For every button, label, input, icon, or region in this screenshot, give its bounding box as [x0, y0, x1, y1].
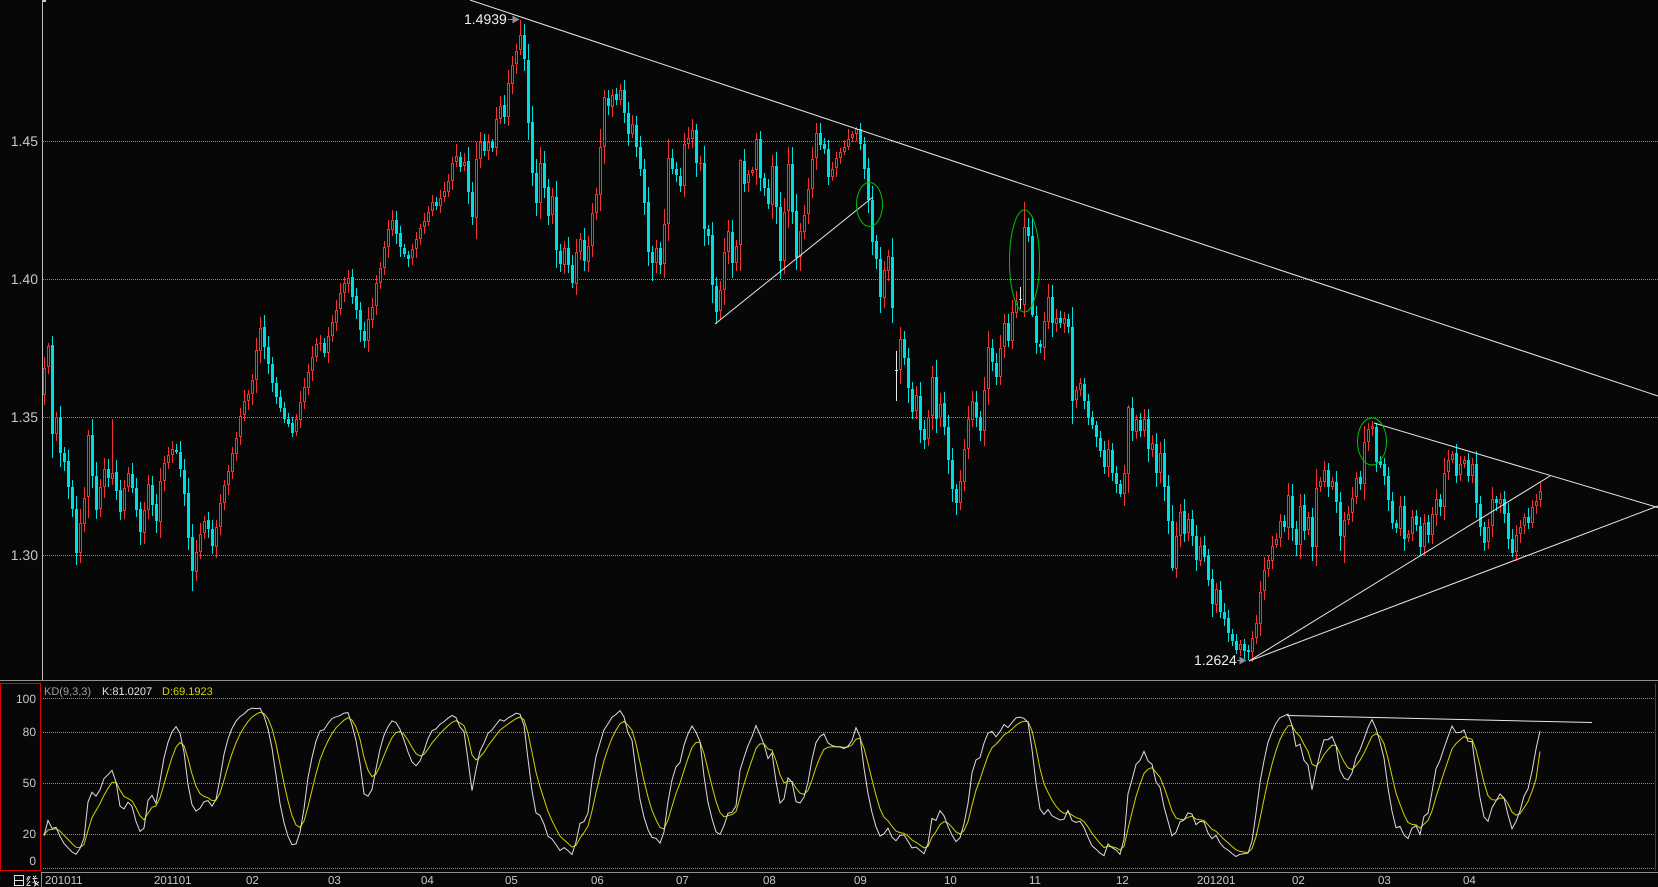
svg-text:201101: 201101: [154, 875, 192, 887]
svg-text:1.2624: 1.2624: [1194, 652, 1237, 668]
svg-text:03: 03: [1378, 875, 1391, 887]
svg-text:11: 11: [1029, 875, 1041, 887]
svg-text:80: 80: [23, 725, 37, 739]
svg-text:04: 04: [421, 875, 434, 887]
svg-text:1.40: 1.40: [11, 271, 38, 287]
svg-text:20: 20: [23, 827, 37, 841]
svg-text:0: 0: [29, 854, 36, 868]
svg-text:09: 09: [854, 875, 867, 887]
svg-text:1.30: 1.30: [11, 547, 38, 563]
svg-text:D:69.1923: D:69.1923: [162, 686, 213, 698]
svg-text:06: 06: [591, 875, 604, 887]
svg-text:KD(9,3,3): KD(9,3,3): [44, 686, 91, 698]
svg-text:201011: 201011: [45, 875, 83, 887]
svg-text:12: 12: [1116, 875, 1129, 887]
svg-text:1.35: 1.35: [11, 409, 38, 425]
svg-text:07: 07: [676, 875, 689, 887]
svg-text:08: 08: [763, 875, 776, 887]
svg-text:02: 02: [246, 875, 259, 887]
svg-text:K:81.0207: K:81.0207: [102, 686, 152, 698]
svg-text:04: 04: [1463, 875, 1476, 887]
svg-text:02: 02: [1292, 875, 1305, 887]
svg-text:50: 50: [23, 776, 37, 790]
svg-text:201201: 201201: [1197, 875, 1235, 887]
svg-text:03: 03: [328, 875, 341, 887]
svg-text:10: 10: [944, 875, 957, 887]
svg-text:1.45: 1.45: [11, 133, 38, 149]
svg-text:100: 100: [16, 692, 36, 706]
svg-text:05: 05: [505, 875, 518, 887]
svg-text:1.4939: 1.4939: [464, 11, 507, 27]
